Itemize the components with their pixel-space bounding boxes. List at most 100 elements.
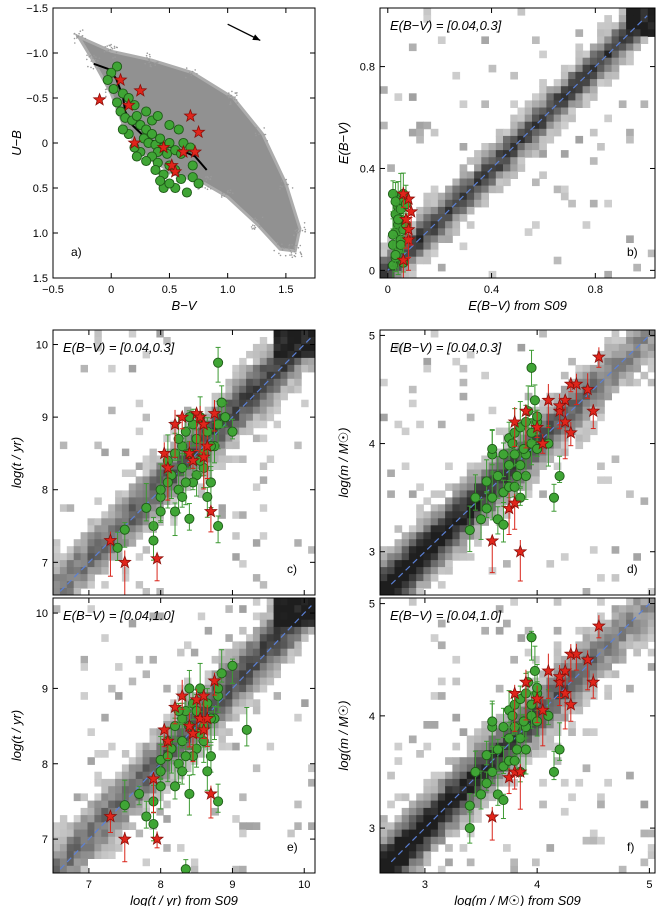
density-cell [225, 455, 233, 463]
density-cell [553, 448, 562, 457]
density-cell [94, 518, 102, 526]
density-cell [246, 420, 254, 429]
green-point [548, 766, 560, 778]
density-cell [611, 330, 620, 338]
cloud-speckle [209, 178, 212, 180]
cloud-speckle [234, 96, 236, 98]
density-cell [394, 343, 403, 352]
density-cell [589, 634, 598, 642]
density-cell [308, 822, 315, 830]
density-cell [246, 699, 254, 707]
green-point [220, 412, 231, 423]
density-cell [488, 150, 497, 158]
density-cell [156, 742, 164, 751]
red-star-point [552, 398, 567, 412]
density-cell [589, 86, 598, 94]
density-cell [611, 648, 620, 657]
density-cell [647, 8, 655, 16]
density-cell [532, 735, 540, 744]
density-cell [87, 539, 95, 547]
density-cell [259, 371, 268, 380]
density-cell [416, 560, 424, 568]
density-cell [108, 836, 116, 845]
green-point [131, 110, 142, 122]
density-cell [582, 86, 591, 94]
density-cell [394, 93, 403, 101]
density-cell [611, 378, 620, 387]
density-cell [582, 684, 591, 693]
density-cell [459, 504, 468, 512]
density-cell [225, 441, 233, 450]
green-point [464, 525, 475, 536]
green-point [241, 724, 252, 735]
density-cell [149, 476, 157, 484]
cloud-speckle [89, 55, 92, 57]
density-cell [423, 553, 432, 561]
cloud-speckle [229, 191, 231, 194]
green-point [169, 781, 181, 792]
density-cell [459, 178, 468, 187]
density-cell [59, 504, 68, 512]
density-cell [488, 164, 497, 172]
density-cell [59, 567, 68, 575]
density-cell [211, 392, 219, 401]
density-cell [259, 385, 268, 394]
density-cell [416, 553, 424, 561]
density-cell [539, 455, 547, 463]
density-cell [294, 371, 302, 380]
density-cell [589, 93, 598, 101]
cloud-speckle [84, 37, 87, 40]
density-cell [604, 392, 612, 401]
density-cell [445, 525, 453, 533]
density-cell [466, 350, 475, 359]
density-cell [488, 64, 497, 73]
cloud-speckle [250, 226, 253, 228]
cloud-speckle [220, 196, 223, 198]
density-cell [142, 455, 150, 463]
density-cell [582, 677, 591, 686]
density-cell [273, 612, 281, 621]
red-star-point [200, 438, 215, 453]
density-cell [445, 483, 453, 491]
cloud-speckle [261, 216, 264, 219]
density-cell [445, 567, 453, 575]
density-cell [218, 504, 226, 512]
density-cell [252, 483, 261, 491]
density-cell [416, 807, 424, 816]
density-cell [575, 406, 584, 415]
cloud-speckle [105, 95, 107, 98]
density-cell [380, 858, 388, 867]
density-cell [459, 490, 468, 498]
density-cell [474, 150, 482, 158]
density-cell [437, 641, 446, 650]
density-cell [218, 427, 226, 436]
density-cell [66, 829, 75, 838]
density-cell [416, 539, 424, 547]
density-cell [597, 392, 605, 401]
cloud-speckle [299, 244, 302, 247]
density-cell [452, 553, 461, 561]
density-cell [408, 546, 417, 554]
density-cell [252, 612, 261, 621]
density-cell [423, 721, 432, 729]
density-cell [633, 605, 641, 613]
density-cell [510, 135, 518, 144]
density-cell [252, 677, 261, 686]
red-star-point [580, 652, 595, 666]
density-cell [640, 634, 649, 642]
density-cell [184, 677, 192, 686]
cloud-speckle [300, 255, 303, 258]
density-cell [437, 532, 446, 540]
density-cell [633, 263, 641, 272]
density-cell [53, 546, 61, 554]
density-cell [553, 256, 562, 265]
density-cell [94, 822, 102, 830]
density-cell [259, 350, 268, 359]
density-cell [80, 663, 88, 671]
cloud-speckle [252, 224, 254, 226]
green-point [141, 502, 152, 513]
density-cell [647, 588, 655, 595]
plot-area-a [73, 29, 307, 259]
cloud-speckle [97, 67, 99, 69]
